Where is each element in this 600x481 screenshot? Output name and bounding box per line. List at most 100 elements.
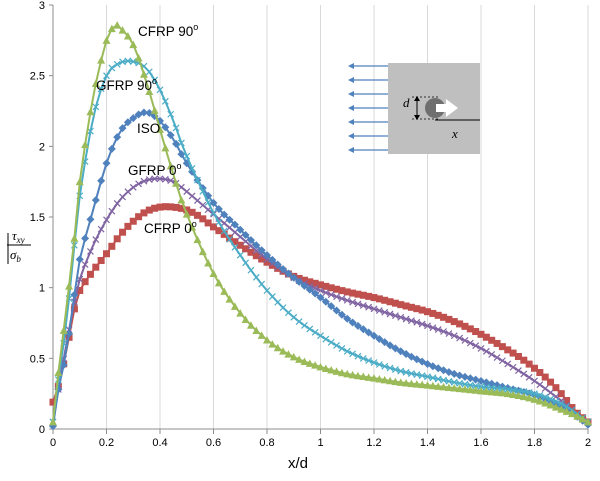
data-point bbox=[456, 320, 464, 328]
data-point bbox=[161, 123, 170, 132]
data-point bbox=[402, 368, 410, 376]
load-arrow-head bbox=[348, 119, 354, 125]
x-direction-arrow-head bbox=[446, 99, 458, 117]
data-point bbox=[428, 381, 437, 390]
data-point bbox=[488, 350, 496, 358]
data-point bbox=[289, 352, 298, 361]
data-point bbox=[246, 236, 255, 245]
data-point bbox=[316, 362, 325, 371]
data-point bbox=[188, 208, 196, 216]
data-point bbox=[477, 345, 485, 352]
data-point bbox=[279, 304, 287, 312]
data-point bbox=[183, 152, 191, 160]
y-tick-label: 1.5 bbox=[30, 212, 45, 224]
data-point bbox=[151, 76, 159, 84]
data-point bbox=[49, 398, 57, 406]
data-point bbox=[220, 230, 228, 238]
data-point bbox=[531, 377, 538, 385]
data-point bbox=[359, 302, 367, 309]
data-point bbox=[199, 188, 207, 195]
data-point bbox=[97, 256, 105, 264]
data-point bbox=[375, 307, 383, 314]
data-point bbox=[140, 177, 148, 185]
data-point bbox=[183, 188, 191, 195]
data-point bbox=[460, 385, 469, 393]
data-point bbox=[124, 188, 132, 196]
data-point bbox=[353, 371, 362, 380]
data-point bbox=[204, 259, 213, 267]
data-point bbox=[177, 183, 185, 191]
data-point bbox=[445, 377, 453, 385]
data-point bbox=[402, 350, 411, 359]
data-point bbox=[338, 345, 346, 352]
data-point bbox=[177, 204, 185, 212]
x-tick-label: 0.4 bbox=[152, 437, 167, 449]
load-arrow-head bbox=[348, 105, 354, 111]
data-point bbox=[301, 322, 308, 329]
data-point bbox=[166, 131, 175, 140]
data-point bbox=[445, 330, 453, 337]
data-point bbox=[359, 372, 368, 381]
data-point bbox=[343, 288, 351, 296]
data-point bbox=[461, 380, 469, 388]
data-point bbox=[333, 293, 340, 301]
data-point bbox=[70, 305, 78, 313]
data-point bbox=[349, 350, 357, 358]
data-point bbox=[172, 179, 181, 187]
data-point bbox=[150, 106, 159, 114]
data-point bbox=[145, 206, 153, 214]
x-direction-arrow-shaft bbox=[436, 104, 448, 112]
diameter-label: d bbox=[403, 95, 410, 110]
data-point bbox=[525, 393, 534, 402]
data-point bbox=[295, 318, 303, 326]
data-point bbox=[535, 397, 544, 405]
data-point bbox=[509, 390, 518, 399]
series-gfrp-90o bbox=[49, 57, 592, 426]
data-point bbox=[214, 278, 223, 287]
load-arrow-head bbox=[348, 63, 354, 69]
data-point bbox=[456, 379, 464, 387]
data-point bbox=[498, 357, 506, 365]
data-point bbox=[359, 325, 368, 334]
axes bbox=[52, 5, 588, 430]
data-point bbox=[231, 243, 239, 251]
data-point bbox=[477, 330, 485, 338]
data-point bbox=[322, 282, 330, 290]
data-point bbox=[418, 372, 426, 380]
data-point bbox=[504, 386, 512, 393]
data-point bbox=[557, 400, 565, 407]
data-point bbox=[354, 300, 362, 308]
data-point bbox=[268, 293, 276, 300]
data-point bbox=[413, 371, 421, 379]
data-point bbox=[365, 292, 373, 300]
data-point bbox=[123, 32, 132, 40]
y-tick-label: 0.5 bbox=[30, 353, 45, 365]
data-point bbox=[139, 108, 148, 117]
data-point bbox=[252, 247, 260, 255]
data-point bbox=[563, 397, 571, 405]
data-point bbox=[578, 415, 587, 423]
data-point bbox=[424, 322, 431, 330]
data-point bbox=[161, 143, 170, 152]
data-point bbox=[119, 58, 126, 66]
data-point bbox=[103, 250, 110, 258]
data-point bbox=[493, 388, 502, 396]
data-point bbox=[370, 331, 378, 340]
series-layer bbox=[49, 21, 592, 431]
x-axis-title: x/d bbox=[288, 455, 308, 472]
data-point bbox=[472, 382, 480, 390]
series-labels: CFRP 90o GFRP 90o ISO GFRP 0o CFRP 0o bbox=[96, 22, 198, 236]
data-point bbox=[139, 70, 148, 78]
data-point bbox=[333, 285, 341, 293]
data-point bbox=[444, 383, 453, 391]
data-point bbox=[445, 315, 453, 323]
data-point bbox=[407, 303, 415, 311]
data-point bbox=[129, 183, 137, 191]
data-point bbox=[306, 278, 314, 286]
data-point bbox=[118, 26, 127, 34]
data-point bbox=[423, 381, 432, 389]
data-point bbox=[241, 315, 250, 323]
label-iso: ISO bbox=[137, 121, 160, 136]
x-tick-label: 2 bbox=[585, 437, 591, 449]
data-point bbox=[525, 373, 533, 381]
